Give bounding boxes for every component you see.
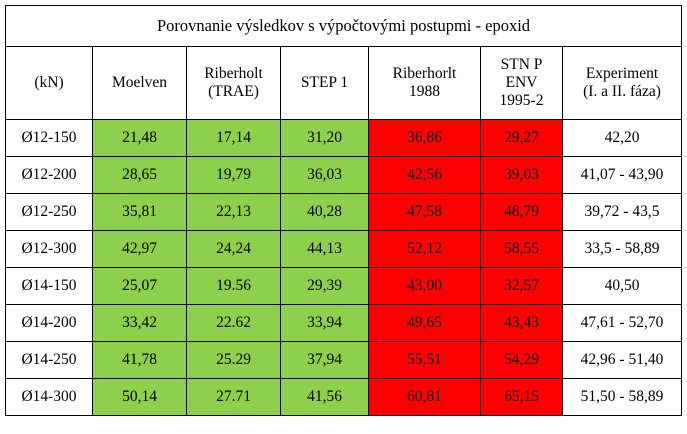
value-cell: 49,65 [368,304,481,342]
value-cell: 21,48 [92,119,187,157]
value-cell: 32,57 [480,267,563,305]
table-row: Ø14-300 50,14 27.71 41,56 60,81 65,15 51,50 - … [5,378,682,416]
value-cell: 39,72 - 43,5 [562,193,682,231]
row-label-cell: Ø14-250 [5,341,93,379]
header-riberhorlt-1988: Riberhorlt 1988 [368,46,481,120]
value-cell: 43,43 [480,304,563,342]
value-cell: 25,07 [92,267,187,305]
column-header-line: (I. a II. fáza) [583,83,661,100]
value-cell: 22.62 [186,304,281,342]
table-row: Ø12-250 35,81 22,13 40,28 47,58 48,79 39,72 - … [5,193,682,231]
table-row: Ø14-200 33,42 22.62 33,94 49,65 43,43 47,61 - … [5,304,682,342]
column-header-line: Experiment [585,65,659,82]
value-cell: 17,14 [186,119,281,157]
table-row: Ø12-300 42,97 24,24 44,13 52,12 58,55 33,5 - 5… [5,230,682,268]
table-title: Porovnanie výsledkov s výpočtovými postu… [5,5,682,47]
header-step1: STEP 1 [280,46,369,120]
column-header-line: Moelven [111,74,168,91]
column-header-line: ENV [505,74,538,91]
value-cell: 40,28 [280,193,369,231]
value-cell: 42,96 - 51,40 [562,341,682,379]
value-cell: 41,56 [280,378,369,416]
column-header-line: STEP 1 [300,74,349,91]
column-header-line: STN P [500,56,543,73]
column-header-row: (kN) Moelven Riberholt (TRAE) STEP 1 Riberhor… [5,46,682,120]
value-cell: 28,65 [92,156,187,194]
value-cell: 19,79 [186,156,281,194]
value-cell: 35,81 [92,193,187,231]
row-label-cell: Ø14-200 [5,304,93,342]
value-cell: 40,50 [562,267,682,305]
table-row: Ø12-150 21,48 17,14 31,20 36,86 29,27 42,20 [5,119,682,157]
value-cell: 52,12 [368,230,481,268]
value-cell: 29,39 [280,267,369,305]
header-moelven: Moelven [92,46,187,120]
column-header-line: 1988 [409,83,440,100]
table-row: Ø14-150 25,07 19.56 29,39 43,00 32,57 40,50 [5,267,682,305]
header-riberholt-trae: Riberholt (TRAE) [186,46,281,120]
column-header-line: 1995-2 [499,92,544,109]
value-cell: 22,13 [186,193,281,231]
value-cell: 47,61 - 52,70 [562,304,682,342]
value-cell: 60,81 [368,378,481,416]
value-cell: 42,97 [92,230,187,268]
table-row: Ø14-250 41,78 25.29 37,94 55,51 54,29 42,96 - … [5,341,682,379]
value-cell: 50,14 [92,378,187,416]
value-cell: 37,94 [280,341,369,379]
row-label-cell: Ø14-300 [5,378,93,416]
value-cell: 42,20 [562,119,682,157]
column-header-line: Riberholt [204,65,263,82]
value-cell: 36,86 [368,119,481,157]
value-cell: 33,94 [280,304,369,342]
value-cell: 33,42 [92,304,187,342]
value-cell: 41,07 - 43,90 [562,156,682,194]
value-cell: 24,24 [186,230,281,268]
results-comparison-table: Porovnanie výsledkov s výpočtovými postu… [5,5,682,416]
column-header-line: (kN) [34,74,64,91]
value-cell: 27.71 [186,378,281,416]
row-label-cell: Ø12-200 [5,156,93,194]
value-cell: 58,55 [480,230,563,268]
row-label-cell: Ø12-150 [5,119,93,157]
value-cell: 33,5 - 58,89 [562,230,682,268]
table-title-row: Porovnanie výsledkov s výpočtovými postu… [5,5,682,47]
row-label-cell: Ø12-300 [5,230,93,268]
row-label-cell: Ø14-150 [5,267,93,305]
value-cell: 41,78 [92,341,187,379]
value-cell: 65,15 [480,378,563,416]
row-label-cell: Ø12-250 [5,193,93,231]
column-header-line: Riberhorlt [392,65,457,82]
header-unit: (kN) [5,46,93,120]
value-cell: 44,13 [280,230,369,268]
value-cell: 55,51 [368,341,481,379]
value-cell: 31,20 [280,119,369,157]
value-cell: 42,56 [368,156,481,194]
header-stn-p-env: STN P ENV 1995-2 [480,46,563,120]
value-cell: 19.56 [186,267,281,305]
table-row: Ø12-200 28,65 19,79 36,03 42,56 39,03 41,07 - … [5,156,682,194]
value-cell: 54,29 [480,341,563,379]
value-cell: 39,03 [480,156,563,194]
value-cell: 29,27 [480,119,563,157]
header-experiment: Experiment (I. a II. fáza) [562,46,682,120]
value-cell: 51,50 - 58,89 [562,378,682,416]
value-cell: 48,79 [480,193,563,231]
value-cell: 25.29 [186,341,281,379]
value-cell: 47,58 [368,193,481,231]
table-body: Ø12-150 21,48 17,14 31,20 36,86 29,27 42,20 Ø12… [5,119,682,416]
value-cell: 43,00 [368,267,481,305]
value-cell: 36,03 [280,156,369,194]
column-header-line: (TRAE) [208,83,259,100]
